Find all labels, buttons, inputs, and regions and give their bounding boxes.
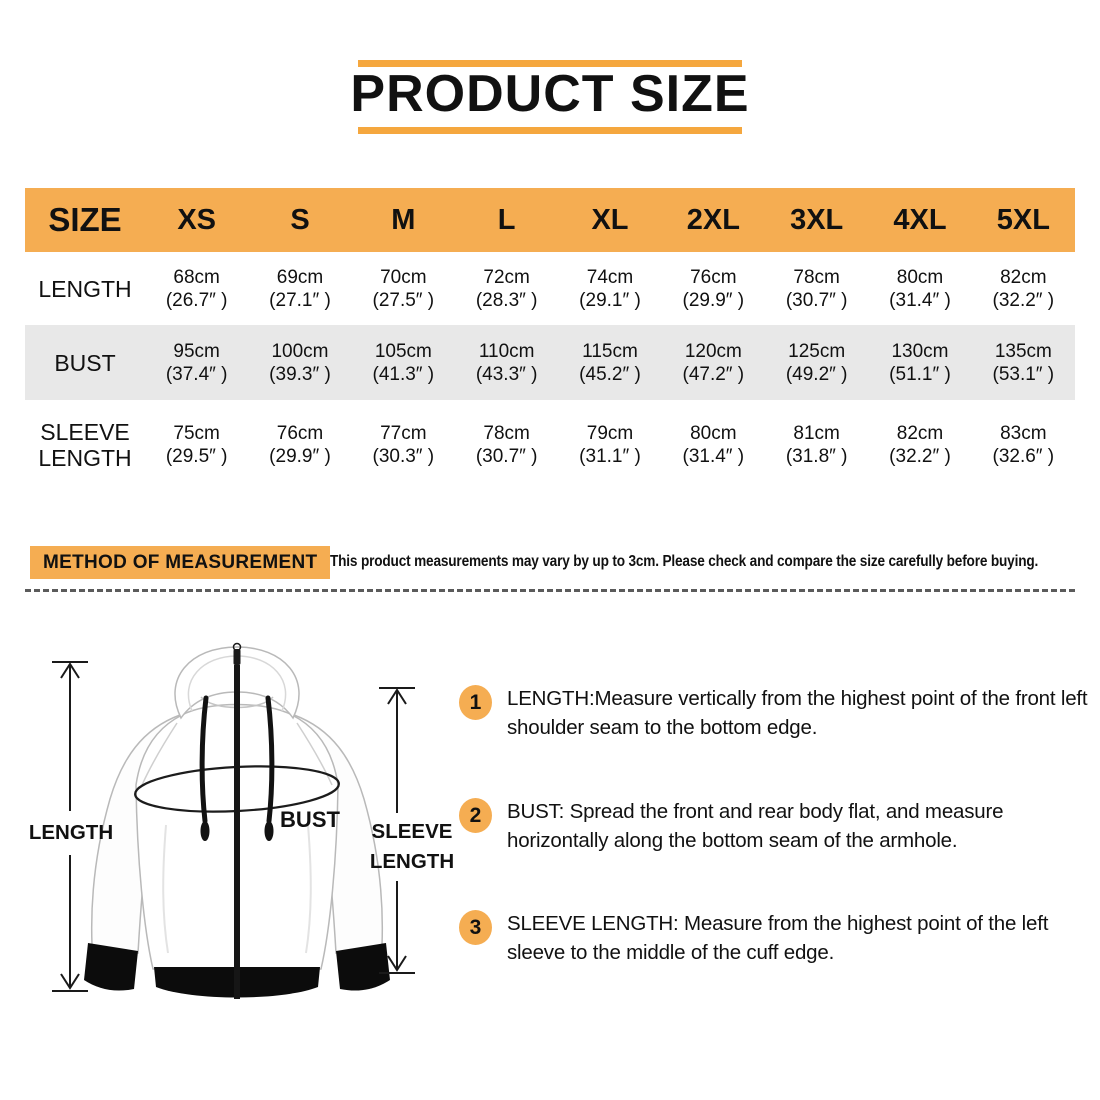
length-cell-s: 69cm (27.1″ )	[269, 266, 331, 311]
title-bottom-bar	[358, 127, 742, 134]
length-cell-l: 72cm (28.3″ )	[475, 266, 538, 311]
instruction-2-badge: 2	[459, 798, 492, 833]
table-row-bust: BUST 95cm (37.4″ ) 100cm (39.3″ ) 105cm (41…	[25, 325, 1075, 400]
sleeve-label-line2: LENGTH	[370, 850, 454, 873]
sleeve-length-arrow	[379, 687, 415, 974]
cuff-right	[336, 943, 390, 991]
instruction-3-badge: 3	[459, 910, 492, 945]
raglan-seam-left	[141, 722, 178, 786]
length-arrow	[52, 661, 88, 992]
title-top-bar	[358, 60, 742, 67]
sleeve-cell-2xl: 80cm (31.4″ )	[682, 423, 745, 467]
zipper	[232, 642, 242, 999]
measurement-note: This product measurements may vary by up…	[330, 553, 1039, 570]
header-cell-xl: XL	[591, 203, 629, 236]
bust-cell-l: 110cm (43.3″ )	[475, 340, 538, 385]
sleeve-cell-m: 77cm (30.3″ )	[372, 423, 435, 467]
cuff-left	[84, 943, 138, 991]
length-cell-xl: 74cm (29.1″ )	[579, 266, 641, 311]
bust-cell-5xl: 135cm (53.1″ )	[992, 340, 1055, 385]
bust-cell-3xl: 125cm (49.2″ )	[785, 340, 848, 385]
row-label-bust: BUST	[54, 349, 116, 376]
bust-cell-xs: 95cm (37.4″ )	[165, 340, 228, 385]
length-cell-4xl: 80cm (31.4″ )	[889, 266, 951, 311]
length-cell-m: 70cm (27.5″ )	[372, 266, 435, 311]
sleeve-cell-s: 76cm (29.9″ )	[269, 423, 331, 467]
drawstrings	[199, 695, 275, 824]
raglan-seam-right	[296, 722, 333, 786]
sleeve-cell-l: 78cm (30.7″ )	[475, 423, 538, 467]
bust-cell-m: 105cm (41.3″ )	[372, 340, 435, 385]
method-of-measurement-heading: METHOD OF MEASUREMENT	[30, 546, 331, 579]
header-cell-l: L	[497, 203, 516, 236]
instruction-sleeve-length: 3 SLEEVE LENGTH: Measure from the highes…	[459, 909, 1094, 967]
length-cell-2xl: 76cm (29.9″ )	[682, 266, 745, 311]
bust-cell-s: 100cm (39.3″ )	[269, 340, 331, 385]
instruction-2-text: BUST: Spread the front and rear body fla…	[507, 800, 1004, 852]
sleeve-cell-xs: 75cm (29.5″ )	[165, 423, 228, 467]
header-cell-m: M	[391, 203, 416, 236]
sleeve-cell-xl: 79cm (31.1″ )	[579, 423, 641, 467]
bust-cell-xl: 115cm (45.2″ )	[579, 340, 641, 385]
table-row-sleeve-length: SLEEVE LENGTH 75cm (29.5″ ) 76cm (29.9″ ) …	[25, 400, 1075, 490]
instruction-bust: 2 BUST: Spread the front and rear body f…	[459, 797, 1094, 855]
sleeve-cell-5xl: 83cm (32.6″ )	[992, 423, 1055, 467]
size-table: SIZE XS S M L XL 2XL 3XL 4XL 5XL LENGTH …	[25, 188, 1075, 490]
page-title: PRODUCT SIZE	[350, 65, 750, 123]
header-cell-5xl: 5XL	[996, 203, 1050, 236]
length-cell-5xl: 82cm (32.2″ )	[992, 266, 1055, 311]
instruction-length: 1 LENGTH:Measure vertically from the hig…	[459, 684, 1094, 742]
instruction-3-text: SLEEVE LENGTH: Measure from the highest …	[507, 912, 1049, 964]
bust-label: BUST	[280, 807, 340, 832]
sleeve-label-line1: SLEEVE	[372, 820, 453, 843]
sleeve-cell-3xl: 81cm (31.8″ )	[785, 423, 848, 467]
header-cell-xs: XS	[177, 203, 216, 236]
header-cell-size: SIZE	[48, 201, 122, 238]
sleeve-cell-4xl: 82cm (32.2″ )	[889, 423, 951, 467]
row-label-sleeve-length: SLEEVE LENGTH	[38, 419, 132, 471]
bust-cell-2xl: 120cm (47.2″ )	[682, 340, 745, 385]
header-cell-2xl: 2XL	[686, 203, 740, 236]
dashed-divider	[25, 589, 1075, 592]
length-cell-3xl: 78cm (30.7″ )	[785, 266, 848, 311]
table-row-length: LENGTH 68cm (26.7″ ) 69cm (27.1″ ) 70cm (27…	[25, 252, 1075, 325]
instruction-1-badge: 1	[459, 685, 492, 720]
header-cell-4xl: 4XL	[893, 203, 947, 236]
bust-cell-4xl: 130cm (51.1″ )	[889, 340, 951, 385]
header-cell-3xl: 3XL	[790, 203, 844, 236]
length-cell-xs: 68cm (26.7″ )	[165, 266, 228, 311]
hoodie-diagram: LENGTH BUST SLEEVE LENGTH	[30, 642, 454, 999]
row-label-length: LENGTH	[38, 275, 132, 302]
header-cell-s: S	[290, 203, 310, 236]
instruction-1-text: LENGTH:Measure vertically from the highe…	[507, 687, 1088, 739]
size-table-header-row: SIZE XS S M L XL 2XL 3XL 4XL 5XL	[25, 188, 1075, 252]
length-label: LENGTH	[30, 821, 113, 844]
